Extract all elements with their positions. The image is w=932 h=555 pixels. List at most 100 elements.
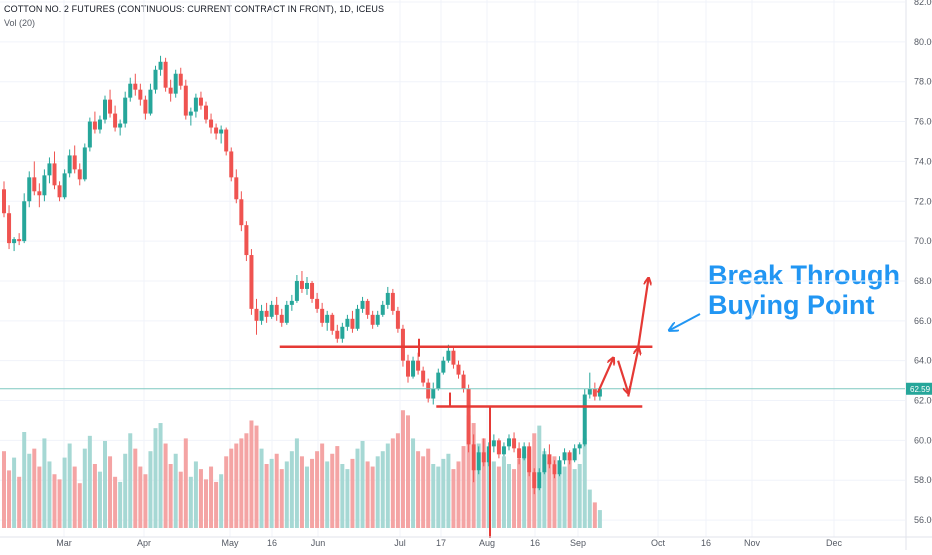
volume-bar [103,440,107,528]
volume-bar [224,456,229,528]
y-tick-label: 72.00 [914,196,932,206]
candle-body [532,472,537,489]
y-tick-label: 76.00 [914,117,932,127]
y-tick-label: 62.00 [914,396,932,406]
volume-bar [219,474,224,528]
candle-body [587,388,592,395]
candle-body [582,394,587,445]
candle-body [299,280,304,289]
volume-bar [244,433,249,528]
candle-body [138,89,143,100]
candle-body [320,308,325,323]
candle-body [264,310,269,317]
candle-body [456,364,461,375]
candle-body [168,87,173,94]
volume-bar [441,458,446,528]
candle-body [315,298,320,309]
candle-body [57,185,62,198]
chart-title: COTTON NO. 2 FUTURES (CONTINUOUS: CURREN… [4,4,385,14]
volume-bar [390,438,395,528]
volume-bar [466,415,471,528]
candle-body [284,304,289,323]
volume-bar [118,481,123,528]
volume-bar [128,433,133,528]
volume-bar [456,461,461,528]
volume-bar [108,456,113,528]
candle-body [128,83,133,98]
candle-body [416,360,421,371]
volume-bar [572,469,577,528]
x-tick-label: May [221,538,239,548]
volume-bar [527,448,532,528]
candle-body [294,280,299,301]
candle-body [501,446,506,455]
breakout-pointer-arrow [670,313,701,330]
volume-bar [375,456,380,528]
candle-body [188,111,193,116]
volume-bar [57,479,62,528]
volume-bar [72,466,77,528]
annotation-line-1: Break Through [708,260,901,290]
candle-body [2,189,6,214]
candle-body [400,328,405,361]
volume-bar [17,476,22,528]
volume-bar [315,451,320,528]
candle-body [421,370,426,383]
volume-bar [552,456,557,528]
volume-bar [345,469,350,528]
volume-bar [274,453,279,528]
y-tick-label: 58.00 [914,475,932,485]
volume-bar [597,510,602,528]
time-axis[interactable]: Mar Apr May 16 Jun Jul 17 Aug 16 Sep Oct 16 Nov Dec [0,536,932,548]
candle-body [592,388,597,397]
candle-body [123,97,128,124]
candle-body [193,97,198,112]
volume-bar [416,451,421,528]
candle-body [269,304,274,317]
volume-bar [42,438,47,528]
volume-bar [305,466,309,528]
y-tick-label: 80.00 [914,37,932,47]
candle-body [32,177,37,192]
price-axis[interactable]: 82.00 80.00 78.00 76.00 74.00 72.00 70.00 68.00… [905,0,932,550]
candle-body [517,448,522,459]
volume-bar [214,481,219,528]
candle-body [562,452,567,461]
volume-bar [421,456,426,528]
candle-body [163,61,168,88]
candle-body [310,282,315,299]
projection-arrow [637,279,648,347]
x-tick-label: Aug [479,538,495,548]
candle-body [507,438,511,447]
volume-bar [2,451,6,528]
volume-bar [330,453,335,528]
volume-bar [178,471,183,528]
candle-body [446,350,451,361]
volume-bar [542,451,547,528]
volume-bar [496,466,501,528]
candle-body [476,452,481,471]
candle-body [47,163,52,176]
candle-body [12,239,17,244]
candle-body [239,199,244,226]
candle-body [97,119,102,130]
support-lines [279,279,701,539]
volume-bar [7,470,12,528]
volume-bar [481,438,486,528]
volume-bar [426,448,431,528]
x-tick-label: Dec [826,538,843,548]
volume-bar [123,453,128,528]
volume-bar [431,464,436,528]
volume-bar [188,476,193,528]
volume-bar [310,458,315,528]
candle-body [87,121,92,148]
volume-bar [395,433,400,528]
candle-body [183,85,188,116]
x-tick-label: 17 [436,538,446,548]
volume-bar [284,461,289,528]
candle-body [481,452,486,463]
break-through-annotation: Break Through Buying Point [708,260,900,320]
candle-body [42,175,47,196]
